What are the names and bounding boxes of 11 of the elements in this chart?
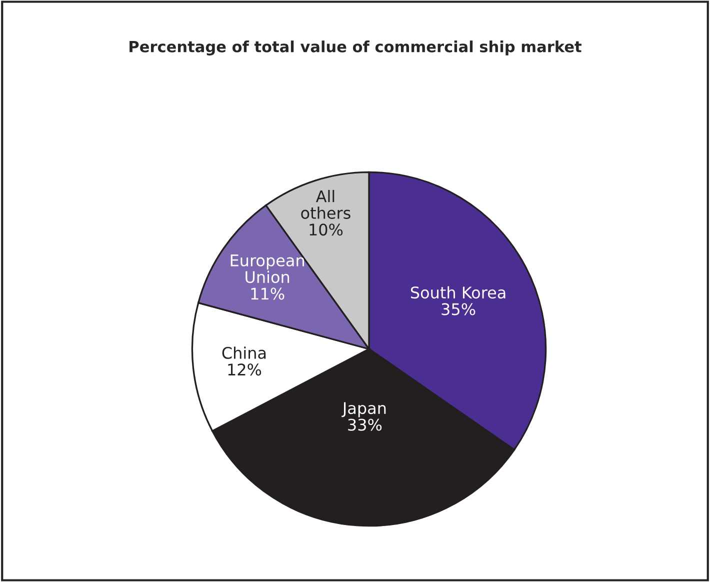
slice-label: All others (301, 190, 350, 219)
slice-label: Japan (342, 402, 386, 418)
slice-label: China (222, 346, 266, 359)
data-label: 12% (228, 364, 262, 376)
data-label: 35% (442, 303, 476, 316)
data-label: 10% (310, 224, 343, 236)
chart-title: Percentage of total value of commercial ship market (130, 40, 582, 56)
data-label: 33% (348, 418, 382, 431)
slice-label: European Union (230, 254, 304, 284)
data-label: 11% (251, 288, 284, 300)
slice-label: South Korea (410, 286, 506, 299)
